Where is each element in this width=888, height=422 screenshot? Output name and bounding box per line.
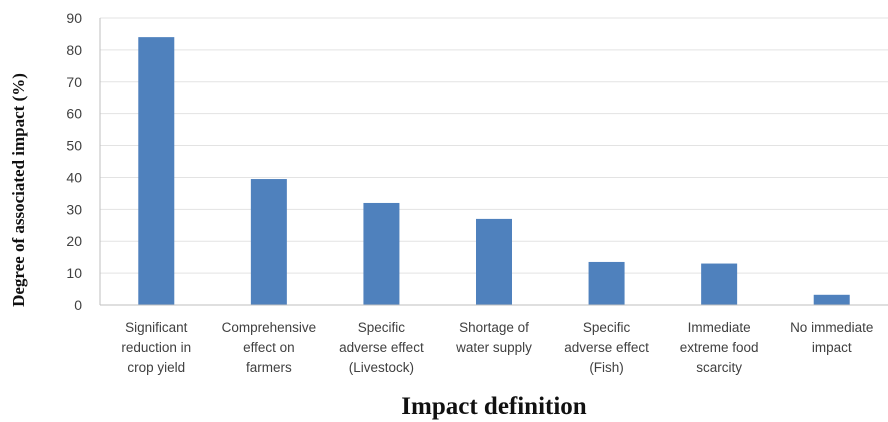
bar: [588, 261, 625, 305]
y-tick-label: 40: [66, 169, 82, 185]
y-tick-labels: 0 10 20 30 40 50 60 70 80 90: [66, 10, 82, 313]
bars: [138, 37, 850, 306]
y-tick-label: 20: [66, 233, 82, 249]
x-tick-label: Specific adverse effect (Fish): [564, 320, 649, 375]
x-axis-label: Impact definition: [401, 393, 587, 420]
y-tick-label: 60: [66, 106, 82, 122]
x-tick-label: Immediate extreme food scarcity: [680, 320, 759, 375]
x-tick-label: Comprehensive effect on farmers: [222, 320, 317, 375]
y-tick-label: 10: [66, 265, 82, 281]
gridlines: [100, 17, 888, 274]
bar: [813, 294, 850, 305]
bar: [701, 263, 738, 305]
y-axis-label: Degree of associated impact (%): [9, 73, 28, 307]
y-tick-label: 0: [74, 297, 82, 313]
x-tick-labels: Significant reduction in crop yield Compreh…: [121, 320, 873, 375]
x-tick-label: Significant reduction in crop yield: [121, 320, 191, 375]
y-tick-label: 30: [66, 201, 82, 217]
bar: [476, 218, 512, 305]
bar: [138, 37, 175, 306]
x-tick-label: Shortage of water supply: [455, 320, 532, 355]
y-tick-label: 80: [66, 42, 82, 58]
bar: [363, 202, 400, 305]
bar: [250, 179, 287, 305]
y-tick-label: 90: [66, 10, 82, 26]
x-tick-label: No immediate impact: [790, 320, 873, 355]
y-tick-label: 50: [66, 138, 82, 154]
x-tick-label: Specific adverse effect (Livestock): [339, 320, 424, 375]
y-tick-label: 70: [66, 74, 82, 90]
